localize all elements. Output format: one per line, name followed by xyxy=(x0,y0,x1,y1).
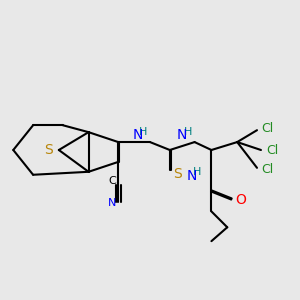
Text: H: H xyxy=(194,167,202,177)
Text: O: O xyxy=(236,193,247,206)
Text: H: H xyxy=(139,127,147,137)
Text: S: S xyxy=(45,143,53,157)
Text: H: H xyxy=(184,127,192,137)
Text: N: N xyxy=(108,199,116,208)
Text: N: N xyxy=(133,128,143,142)
Text: S: S xyxy=(173,167,182,181)
Text: Cl: Cl xyxy=(261,122,273,135)
Text: Cl: Cl xyxy=(267,143,279,157)
Text: Cl: Cl xyxy=(261,163,273,176)
Text: N: N xyxy=(176,128,187,142)
Text: C: C xyxy=(109,176,116,186)
Text: N: N xyxy=(186,169,197,183)
